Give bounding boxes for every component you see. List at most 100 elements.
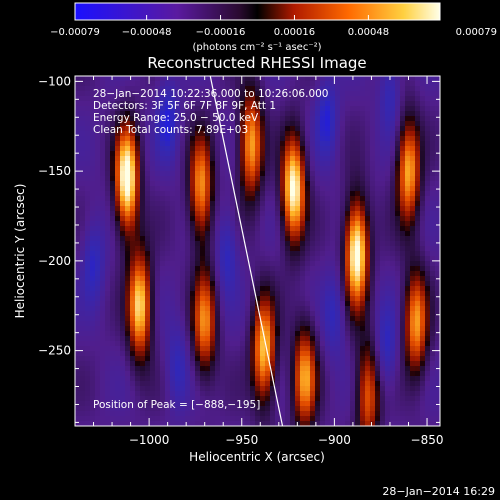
heatmap-cell [330, 246, 336, 252]
heatmap-cell [420, 321, 426, 327]
heatmap-cell [435, 101, 440, 107]
heatmap-cell [390, 306, 396, 312]
heatmap-cell [105, 236, 111, 242]
heatmap-cell [75, 396, 81, 402]
heatmap-cell [335, 216, 341, 222]
heatmap-cell [230, 291, 236, 297]
heatmap-cell [170, 396, 176, 402]
heatmap-cell [165, 106, 171, 112]
heatmap-cell [200, 341, 206, 347]
heatmap-cell [375, 406, 381, 412]
heatmap-cell [100, 356, 106, 362]
heatmap-cell [330, 231, 336, 237]
heatmap-cell [80, 321, 86, 327]
heatmap-cell [345, 241, 351, 247]
heatmap-cell [85, 386, 91, 392]
heatmap-cell [250, 256, 256, 262]
heatmap-cell [170, 336, 176, 342]
heatmap-cell [205, 186, 211, 192]
heatmap-cell [360, 211, 366, 217]
heatmap-cell [105, 381, 111, 387]
heatmap-cell [315, 161, 321, 167]
heatmap-cell [245, 241, 251, 247]
heatmap-cell [380, 121, 386, 127]
heatmap-cell [185, 311, 191, 317]
heatmap-cell [235, 156, 241, 162]
heatmap-cell [375, 246, 381, 252]
heatmap-cell [255, 361, 261, 367]
heatmap-cell [420, 126, 426, 132]
heatmap-cell [180, 86, 186, 92]
heatmap-cell [435, 331, 440, 337]
heatmap-cell [400, 151, 406, 157]
heatmap-cell [325, 201, 331, 207]
heatmap-cell [395, 321, 401, 327]
heatmap-cell [130, 231, 136, 237]
heatmap-cell [350, 251, 356, 257]
heatmap-cell [395, 161, 401, 167]
heatmap-cell [320, 321, 326, 327]
heatmap-cell [230, 156, 236, 162]
heatmap-cell [120, 376, 126, 382]
heatmap-cell [435, 81, 440, 87]
heatmap-cell [260, 231, 266, 237]
heatmap-cell [420, 191, 426, 197]
heatmap-cell [340, 206, 346, 212]
heatmap-cell [325, 386, 331, 392]
heatmap-cell [275, 191, 281, 197]
heatmap-cell [100, 191, 106, 197]
heatmap-cell [100, 156, 106, 162]
heatmap-cell [220, 411, 226, 417]
heatmap-cell [435, 321, 440, 327]
heatmap-cell [105, 171, 111, 177]
heatmap-cell [85, 276, 91, 282]
heatmap-cell [135, 181, 141, 187]
heatmap-cell [415, 201, 421, 207]
heatmap-cell [355, 391, 361, 397]
heatmap-cell [150, 221, 156, 227]
heatmap-cell [390, 271, 396, 277]
heatmap-cell [120, 401, 126, 407]
heatmap-cell [135, 371, 141, 377]
heatmap-cell [370, 181, 376, 187]
heatmap-cell [270, 216, 276, 222]
heatmap-cell [255, 321, 261, 327]
heatmap-cell [300, 411, 306, 417]
heatmap-cell [290, 96, 296, 102]
heatmap-cell [360, 326, 366, 332]
heatmap-cell [80, 331, 86, 337]
heatmap-cell [415, 166, 421, 172]
heatmap-cell [205, 306, 211, 312]
heatmap-cell [285, 216, 291, 222]
heatmap-cell [335, 186, 341, 192]
heatmap-cell [375, 101, 381, 107]
heatmap-cell [115, 356, 121, 362]
heatmap-cell [210, 251, 216, 257]
heatmap-cell [295, 346, 301, 352]
heatmap-cell [385, 191, 391, 197]
heatmap-cell [245, 261, 251, 267]
heatmap-cell [320, 196, 326, 202]
heatmap-cell [105, 176, 111, 182]
heatmap-cell [170, 266, 176, 272]
heatmap-cell [430, 226, 436, 232]
heatmap-cell [100, 231, 106, 237]
heatmap-cell [160, 396, 166, 402]
heatmap-cell [320, 411, 326, 417]
heatmap-cell [350, 146, 356, 152]
heatmap-cell [135, 161, 141, 167]
heatmap-cell [150, 76, 156, 82]
heatmap-cell [100, 366, 106, 372]
heatmap-cell [390, 171, 396, 177]
heatmap-cell [250, 231, 256, 237]
heatmap-cell [200, 291, 206, 297]
heatmap-cell [210, 211, 216, 217]
heatmap-cell [305, 221, 311, 227]
heatmap-cell [80, 76, 86, 82]
heatmap-cell [335, 296, 341, 302]
heatmap-cell [90, 256, 96, 262]
heatmap-cell [225, 171, 231, 177]
heatmap-cell [310, 166, 316, 172]
heatmap-cell [230, 341, 236, 347]
heatmap-cell [135, 281, 141, 287]
